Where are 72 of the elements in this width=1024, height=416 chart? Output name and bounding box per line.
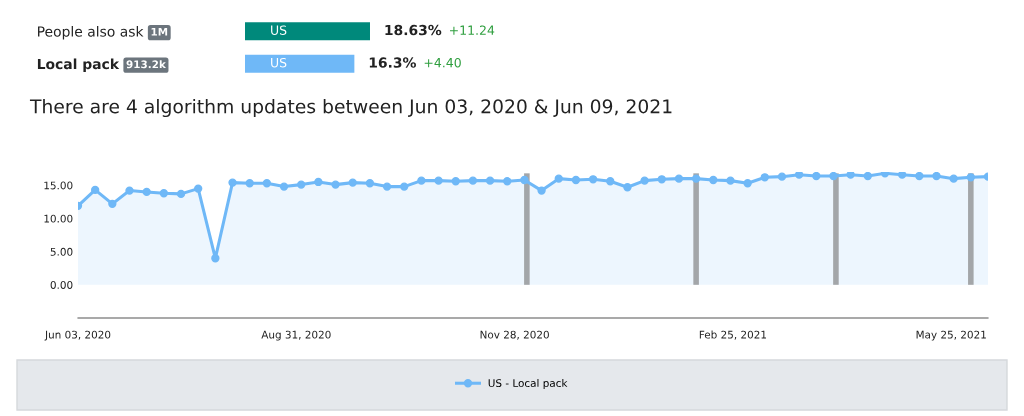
point	[142, 187, 151, 197]
point	[966, 173, 975, 182]
point	[829, 172, 838, 181]
point	[812, 172, 821, 181]
point	[451, 177, 460, 186]
point	[777, 172, 787, 181]
data-label: 16.3%	[369, 57, 416, 68]
point	[863, 172, 872, 181]
point	[520, 175, 529, 185]
y-tick-label: Local pack	[37, 58, 120, 72]
point	[194, 184, 203, 193]
point	[228, 178, 237, 187]
point	[726, 176, 735, 185]
point	[915, 172, 924, 181]
point	[537, 186, 546, 195]
point	[760, 173, 769, 182]
x-tick-label: Feb 25, 2021	[699, 330, 767, 340]
x-tick-label: Jun 03, 2020	[44, 330, 111, 341]
point	[159, 189, 169, 198]
point	[382, 182, 392, 191]
point	[468, 176, 478, 185]
point	[554, 174, 563, 183]
legend-label: US - Local pack	[488, 378, 568, 390]
point	[125, 186, 134, 195]
point	[331, 180, 340, 189]
point	[91, 185, 100, 195]
point	[279, 182, 289, 191]
point	[932, 172, 941, 181]
point	[897, 172, 907, 179]
point	[365, 179, 375, 188]
point	[348, 178, 357, 187]
x-tick-label: Nov 28, 2020	[480, 330, 549, 340]
point	[640, 176, 649, 185]
text: +4.40	[424, 57, 461, 68]
point	[262, 179, 272, 188]
text: 1M	[151, 27, 168, 36]
point	[108, 199, 117, 209]
annotation: US	[271, 57, 287, 68]
data-label: 18.63%	[385, 24, 442, 36]
point	[297, 180, 306, 189]
y-tick-label: 10.00	[44, 214, 73, 223]
y-tick-label: 15.00	[44, 181, 73, 190]
point	[709, 175, 718, 185]
text: +11.24	[450, 25, 495, 35]
point	[434, 176, 443, 185]
point	[176, 189, 186, 199]
point	[691, 174, 701, 183]
y-tick-label: 5.00	[50, 247, 73, 256]
point	[743, 179, 752, 188]
point	[949, 174, 958, 183]
text: 913.2k	[126, 60, 167, 69]
y-tick-label: 0.00	[50, 281, 73, 289]
y-tick-label: People also ask	[38, 25, 144, 40]
point	[571, 175, 581, 185]
point	[794, 172, 804, 179]
point	[588, 175, 598, 184]
point	[245, 179, 254, 188]
point	[211, 254, 220, 263]
annotation: US	[271, 25, 287, 35]
point	[606, 177, 615, 186]
point	[846, 172, 855, 179]
chart-title: There are 4 algorithm updates between Jun 03, 2020 & Jun 09, 2021	[29, 98, 672, 118]
point	[623, 183, 632, 192]
x-tick-label: Aug 31, 2020	[261, 330, 331, 341]
point	[314, 177, 323, 187]
point	[417, 176, 426, 185]
point	[674, 174, 684, 183]
x-tick-label: May 25, 2021	[916, 330, 986, 341]
point	[400, 182, 409, 191]
point	[485, 176, 495, 185]
point	[657, 175, 666, 184]
point	[503, 177, 512, 186]
